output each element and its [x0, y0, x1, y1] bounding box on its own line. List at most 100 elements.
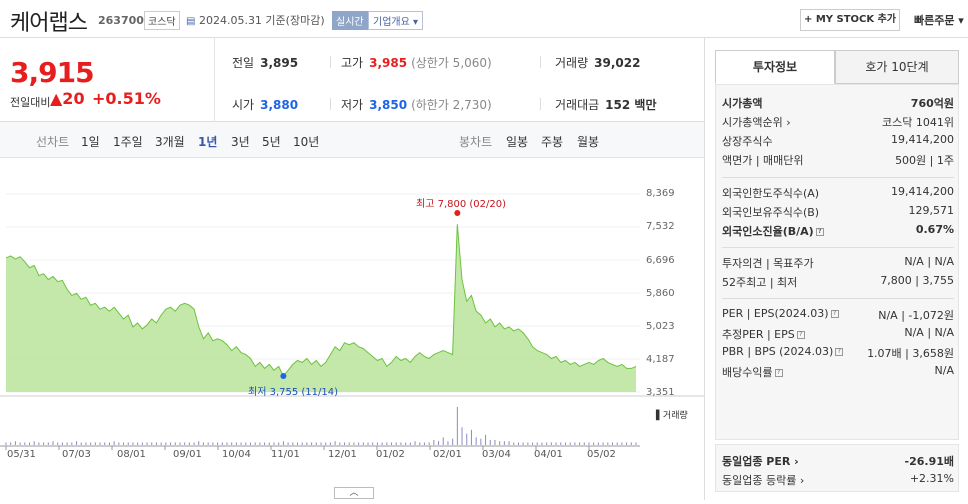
info-label: 상장주식수: [722, 135, 773, 148]
info-value: 0.67%: [915, 223, 954, 236]
volume-bar: [456, 407, 458, 445]
info-row[interactable]: 동일업종 등락률 › +2.31%: [722, 472, 954, 490]
prev-close: 전일 3,895: [232, 54, 298, 71]
quick-order-button[interactable]: 빠른주문 ▾: [914, 14, 964, 27]
prev-value: 3,895: [260, 56, 299, 70]
amount-value: 152 백만: [605, 98, 657, 112]
volume-bar: [339, 442, 341, 445]
invest-info-list: 시가총액 760억원 시가총액순위 › 코스닥 1041위 상장주식수 19,414,…: [715, 84, 959, 440]
volume-bar: [99, 442, 101, 445]
volume-bar: [386, 442, 388, 445]
volume-bar: [466, 433, 468, 445]
volume-bar: [193, 442, 195, 445]
high-price: 고가 3,985 (상한가 5,060): [341, 54, 492, 71]
info-row: 배당수익률? N/A: [722, 364, 954, 382]
x-tick: 02/01: [433, 449, 462, 460]
info-row: 추정PER | EPS? N/A | N/A: [722, 326, 954, 344]
y-tick: 6,696: [646, 255, 675, 266]
realtime-button[interactable]: 실시간: [332, 11, 368, 30]
volume-bar: [485, 434, 487, 445]
info-label: 동일업종 등락률 ›: [722, 474, 805, 487]
info-label: 52주최고 | 최저: [722, 276, 798, 289]
quote-divider: [214, 38, 215, 122]
tab-daily[interactable]: 일봉: [506, 135, 529, 149]
tab-3m[interactable]: 3개월: [155, 135, 185, 149]
x-tick: 10/04: [222, 449, 251, 460]
add-mystock-button[interactable]: + MY STOCK 추가: [800, 9, 900, 31]
info-icon[interactable]: ?: [835, 348, 844, 356]
volume-bar: [14, 441, 16, 445]
tab-1d[interactable]: 1일: [81, 135, 100, 149]
candle-chart-label[interactable]: 봉차트: [459, 135, 493, 149]
tab-5y[interactable]: 5년: [262, 135, 281, 149]
info-value: N/A | N/A: [904, 255, 954, 268]
volume-bar: [621, 442, 623, 445]
info-row[interactable]: 동일업종 PER › -26.91배: [722, 453, 954, 471]
volume-bar: [94, 442, 96, 445]
tab-monthly[interactable]: 월봉: [577, 135, 600, 149]
x-tick: 12/01: [328, 449, 357, 460]
volume-bar: [409, 442, 411, 445]
info-icon[interactable]: ?: [830, 310, 839, 318]
info-row: PBR | BPS (2024.03)? 1.07배 | 3,658원: [722, 345, 954, 363]
info-icon[interactable]: ?: [815, 228, 824, 236]
x-tick: 07/03: [62, 449, 91, 460]
volume-bar: [442, 437, 444, 445]
price-area: [6, 224, 636, 392]
lower-limit: (하한가 2,730): [411, 98, 492, 112]
volume-bar: [296, 442, 298, 445]
divider: [722, 298, 954, 299]
volume-bar: [212, 442, 214, 445]
volume-bar: [550, 442, 552, 445]
volume-bar: [231, 442, 233, 445]
volume-bar: [635, 442, 637, 445]
y-tick: 5,860: [646, 288, 675, 299]
volume-bar: [475, 437, 477, 445]
info-row: 액면가 | 매매단위 500원 | 1주: [722, 152, 954, 170]
market-badge: 코스닥: [144, 11, 180, 30]
info-label: 시가총액: [722, 97, 763, 110]
volume-bar: [292, 442, 294, 445]
info-icon[interactable]: ?: [796, 331, 805, 339]
tab-investment-info[interactable]: 투자정보: [715, 50, 835, 84]
volume-bar: [574, 442, 576, 445]
volume-bar: [583, 442, 585, 445]
volume-bar: [358, 442, 360, 445]
volume-bar: [76, 441, 78, 445]
tab-order-book[interactable]: 호가 10단계: [835, 50, 959, 84]
corp-info-dropdown[interactable]: 기업개요 ▾: [368, 11, 423, 30]
tab-10y[interactable]: 10년: [293, 135, 320, 149]
volume-bar: [344, 442, 346, 445]
volume-bar: [611, 442, 613, 445]
separator: [540, 56, 541, 68]
tab-1y[interactable]: 1년: [198, 135, 218, 149]
volume-bar: [503, 441, 505, 445]
x-tick: 04/01: [534, 449, 563, 460]
volume-bar: [282, 441, 284, 445]
trade-amount: 거래대금 152 백만: [555, 96, 656, 113]
line-chart-label[interactable]: 선차트: [36, 135, 70, 149]
volume-bar: [433, 439, 435, 445]
info-row: 외국인한도주식수(A) 19,414,200: [722, 185, 954, 203]
tab-weekly[interactable]: 주봉: [541, 135, 564, 149]
chart-svg: [0, 193, 704, 450]
volume-bar: [315, 442, 317, 445]
volume-bar: [155, 442, 157, 445]
x-tick: 05/31: [7, 449, 36, 460]
volume-bar: [264, 442, 266, 445]
x-tick: 08/01: [117, 449, 146, 460]
volume-bar: [353, 442, 355, 445]
info-row[interactable]: 시가총액순위 › 코스닥 1041위: [722, 114, 954, 132]
info-label-text: PER | EPS(2024.03): [722, 307, 829, 320]
info-label: 외국인보유주식수(B): [722, 206, 820, 219]
tab-1w[interactable]: 1주일: [113, 135, 143, 149]
volume-bar: [137, 442, 139, 445]
volume-bar: [517, 442, 519, 445]
info-label: 시가총액순위 ›: [722, 116, 791, 129]
tab-3y[interactable]: 3년: [231, 135, 250, 149]
volume-bar: [170, 442, 172, 445]
collapse-chart-button[interactable]: ︿: [334, 487, 374, 499]
info-icon[interactable]: ?: [774, 369, 783, 377]
volume-bar: [113, 441, 115, 445]
y-tick: 5,023: [646, 321, 675, 332]
